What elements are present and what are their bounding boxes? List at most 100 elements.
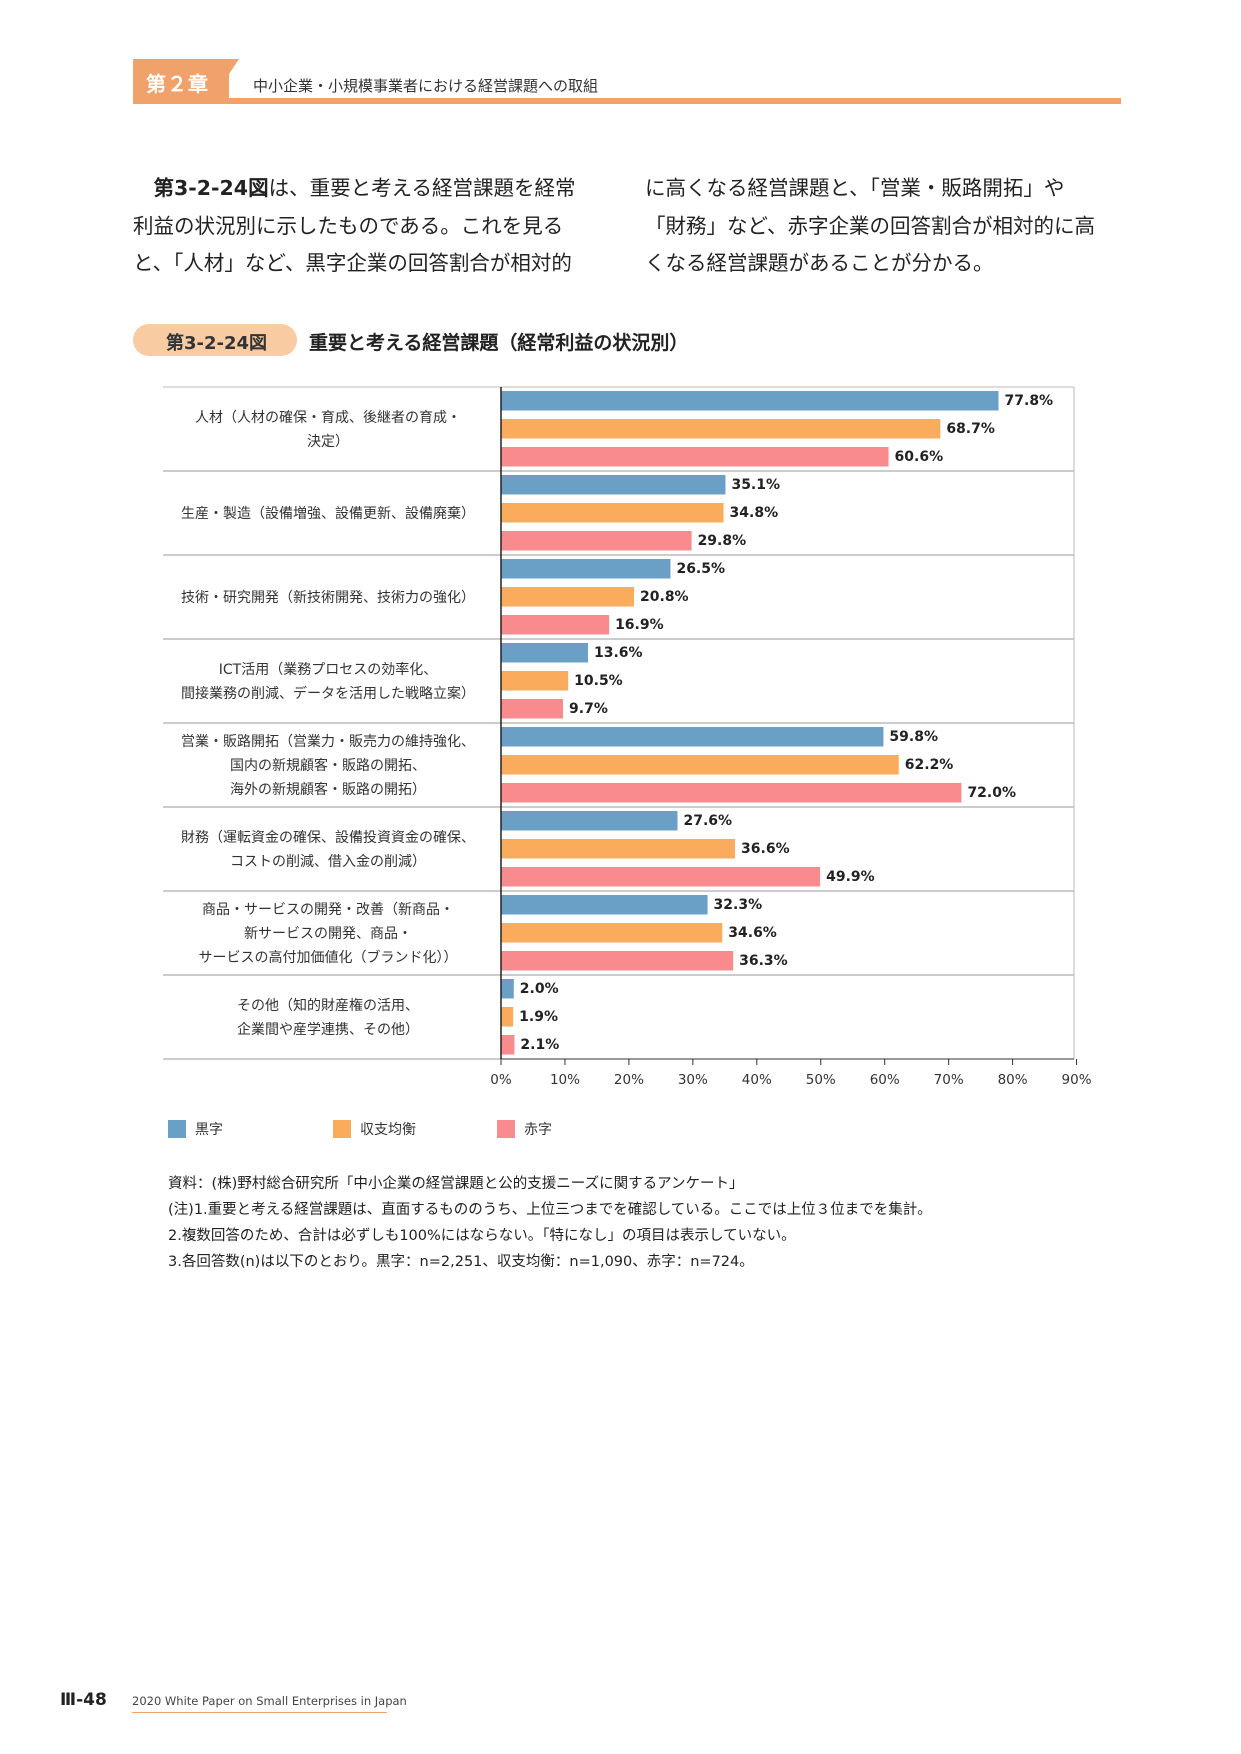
body-text-right: に高くなる経営課題と、「営業・販路開拓」や 「財務」など、赤字企業の回答割合が相… — [645, 170, 1115, 283]
category-label: 営業・販路開拓（営業力・販売力の維持強化、 — [181, 734, 475, 750]
body-line: 利益の状況別に示したものである。これを見る — [133, 213, 564, 238]
bar — [501, 587, 635, 607]
legend-label: 赤字 — [524, 1122, 552, 1138]
chapter-label: 第２章 — [146, 72, 209, 96]
bar — [501, 503, 724, 523]
category-label: その他（知的財産権の活用、 — [237, 997, 419, 1014]
data-label: 10.5% — [574, 673, 623, 689]
data-label: 35.1% — [731, 477, 780, 493]
bar — [501, 419, 941, 439]
data-label: 68.7% — [946, 421, 995, 437]
bar — [501, 1007, 514, 1027]
bar-chart: 人材（人材の確保・育成、後継者の育成・決定） 77.8% 68.7%60.6% 生産・… — [163, 386, 1092, 1088]
note-source: 資料：(株)野村総合研究所「中小企業の経営課題と公的支援ニーズに関するアンケート… — [168, 1176, 744, 1192]
bar — [501, 951, 734, 971]
legend-label: 黒字 — [195, 1122, 223, 1138]
body-text-left: 第3-2-24図は、重要と考える経営課題を経常 利益の状況別に示したものである。… — [133, 170, 603, 283]
legend-label: 収支均衡 — [360, 1122, 416, 1138]
figure-reference: 第3-2-24図 — [153, 176, 269, 200]
body-line: 第3-2-24図は、重要と考える経営課題を経常 — [133, 170, 603, 208]
category-label: 海外の新規顧客・販路の開拓） — [230, 781, 426, 798]
x-tick-label: 70% — [934, 1072, 964, 1088]
figure-notes: 資料：(株)野村総合研究所「中小企業の経営課題と公的支援ニーズに関するアンケート… — [168, 1171, 932, 1275]
chapter-title: 中小企業・小規模事業者における経営課題への取組 — [253, 77, 599, 95]
data-label: 26.5% — [676, 561, 725, 577]
data-label: 32.3% — [714, 897, 763, 913]
category-label: 新サービスの開発、商品・ — [244, 926, 412, 942]
legend-swatch — [497, 1120, 515, 1138]
x-tick-label: 40% — [742, 1072, 772, 1088]
bar — [501, 615, 610, 635]
category-label: 企業間や産学連携、その他） — [237, 1021, 419, 1038]
figure-number-pill — [133, 324, 297, 356]
legend-item-loss: 赤字 — [497, 1118, 552, 1140]
category-label: コストの削減、借入金の削減） — [230, 853, 426, 870]
x-tick-label: 10% — [550, 1072, 580, 1088]
body-line: と、「人材」など、黒字企業の回答割合が相対的 — [133, 251, 572, 275]
data-label: 13.6% — [594, 645, 643, 661]
bar — [501, 839, 736, 859]
note-line: 3.各回答数(n)は以下のとおり。黒字：n=2,251、収支均衡：n=1,090… — [168, 1254, 754, 1270]
bar — [501, 727, 884, 747]
data-label: 36.6% — [741, 841, 790, 857]
data-label: 62.2% — [905, 757, 954, 773]
legend-item-profit: 黒字 — [168, 1118, 223, 1140]
figure-title: 重要と考える経営課題（経常利益の状況別） — [309, 332, 689, 354]
x-tick-label: 60% — [870, 1072, 900, 1088]
category-label: 技術・研究開発（新技術開発、技術力の強化） — [181, 590, 475, 606]
body-line: に高くなる経営課題と、「営業・販路開拓」や — [645, 176, 1065, 200]
data-label: 2.0% — [520, 981, 559, 997]
legend-swatch — [168, 1120, 186, 1138]
data-label: 2.1% — [520, 1037, 559, 1053]
data-label: 49.9% — [826, 869, 875, 885]
footer-rule — [132, 1712, 387, 1713]
data-label: 29.8% — [698, 533, 747, 549]
data-label: 72.0% — [967, 785, 1016, 801]
bar — [501, 531, 692, 551]
legend-swatch — [333, 1120, 351, 1138]
x-tick-label: 50% — [806, 1072, 836, 1088]
body-line-text: は、重要と考える経営課題を経常 — [268, 176, 576, 200]
category-label: サービスの高付加価値化（ブランド化）） — [199, 949, 458, 966]
data-label: 59.8% — [889, 729, 938, 745]
x-tick-label: 80% — [998, 1072, 1028, 1088]
page-number: Ⅲ-48 — [60, 1690, 107, 1710]
x-tick-label: 20% — [614, 1072, 644, 1088]
chapter-tab-slant — [209, 59, 239, 104]
bar — [501, 867, 821, 887]
data-label: 36.3% — [739, 953, 788, 969]
category-label: 生産・製造（設備増強、設備更新、設備廃棄） — [181, 505, 475, 522]
footer-title: 2020 White Paper on Small Enterprises in… — [132, 1694, 407, 1708]
bar — [501, 923, 723, 943]
bar — [501, 643, 588, 663]
bar — [501, 671, 569, 691]
category-label: ICT活用（業務プロセスの効率化、 — [219, 661, 437, 678]
legend-item-breakeven: 収支均衡 — [333, 1118, 416, 1140]
bar — [501, 391, 999, 411]
header-rule — [133, 98, 1121, 104]
bar — [501, 895, 708, 915]
x-tick-label: 0% — [490, 1072, 512, 1088]
category-label: 商品・サービスの開発・改善（新商品・ — [202, 902, 454, 918]
bar — [501, 447, 889, 467]
body-line: くなる経営課題があることが分かる。 — [645, 251, 994, 275]
note-line: (注)1.重要と考える経営課題は、直面するもののうち、上位三つまでを確認している… — [168, 1202, 932, 1218]
bar — [501, 979, 514, 999]
bar — [501, 783, 962, 803]
x-tick-label: 90% — [1062, 1072, 1092, 1088]
bar — [501, 811, 678, 831]
bar — [501, 699, 564, 719]
data-label: 27.6% — [684, 813, 733, 829]
category-label: 財務（運転資金の確保、設備投資資金の確保、 — [181, 830, 475, 846]
data-label: 77.8% — [1005, 393, 1054, 409]
data-label: 9.7% — [569, 701, 608, 717]
category-label: 人材（人材の確保・育成、後継者の育成・ — [195, 410, 461, 426]
data-label: 16.9% — [615, 617, 664, 633]
data-label: 34.8% — [730, 505, 779, 521]
category-label: 決定） — [307, 434, 349, 450]
data-label: 34.6% — [728, 925, 777, 941]
bar — [501, 559, 671, 579]
data-label: 20.8% — [640, 589, 689, 605]
body-line: 「財務」など、赤字企業の回答割合が相対的に高 — [645, 213, 1095, 238]
x-tick-label: 30% — [678, 1072, 708, 1088]
